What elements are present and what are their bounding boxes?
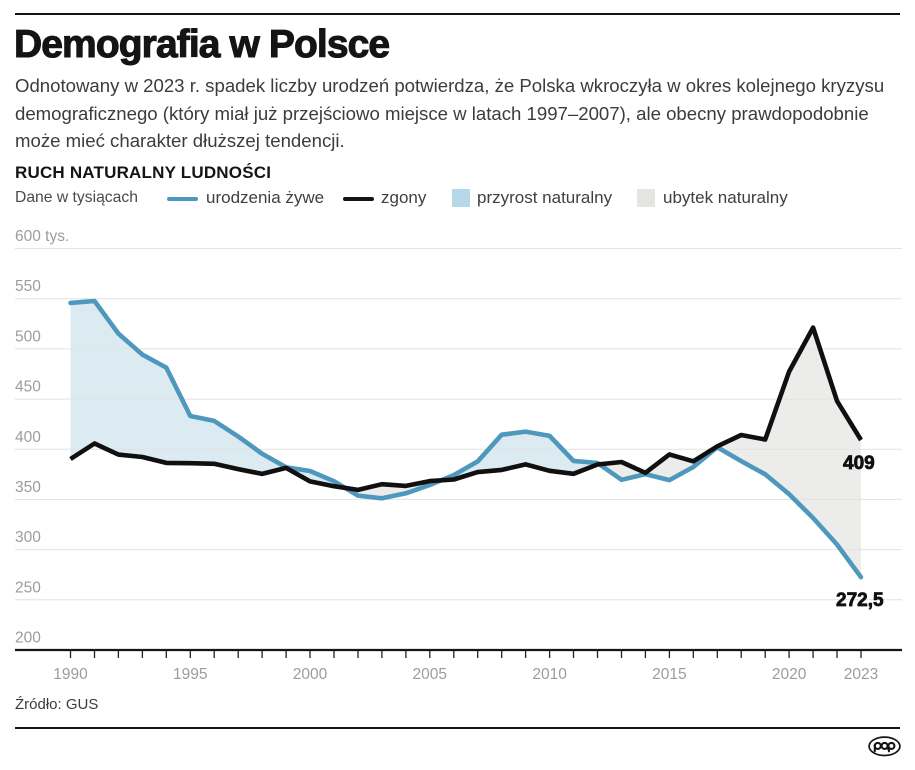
svg-text:409: 409 [843,453,875,474]
svg-text:450: 450 [15,379,41,396]
svg-text:400: 400 [15,429,41,446]
svg-text:300: 300 [15,529,41,546]
svg-text:600 tys.: 600 tys. [15,228,69,245]
svg-text:2000: 2000 [293,666,328,683]
svg-text:250: 250 [15,579,41,596]
svg-text:2023: 2023 [844,666,878,683]
svg-text:2015: 2015 [652,666,686,683]
svg-text:500: 500 [15,328,41,345]
svg-text:200: 200 [15,630,41,647]
svg-text:550: 550 [15,278,41,295]
svg-text:1995: 1995 [173,666,207,683]
svg-text:272,5: 272,5 [836,590,884,611]
svg-text:2005: 2005 [413,666,447,683]
svg-text:2010: 2010 [532,666,567,683]
svg-text:1990: 1990 [53,666,88,683]
svg-text:2020: 2020 [772,666,807,683]
svg-text:350: 350 [15,479,41,496]
